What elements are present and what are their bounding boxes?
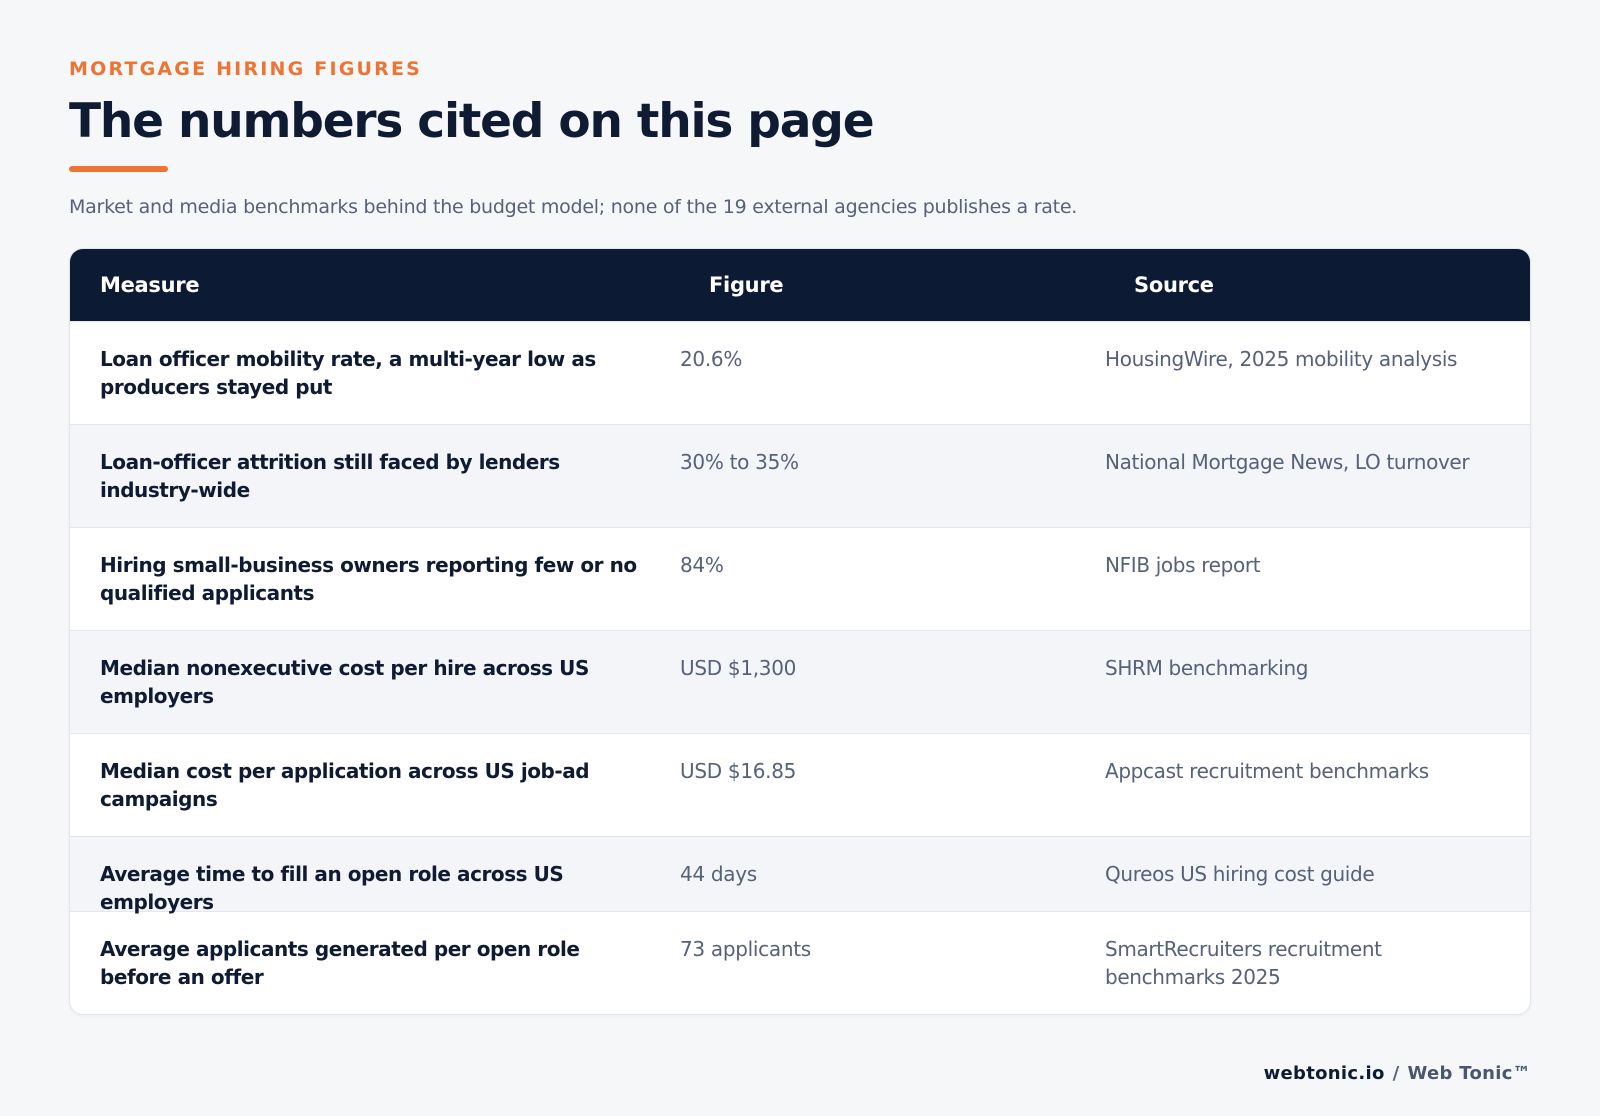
source-cell: SmartRecruiters recruitment benchmarks 2… <box>1105 937 1382 989</box>
figure-cell: USD $16.85 <box>680 759 797 783</box>
figure-cell: 84% <box>680 553 724 577</box>
source-cell: SHRM benchmarking <box>1105 656 1309 680</box>
column-header-figure: Figure <box>709 273 784 297</box>
measure-cell: Median nonexecutive cost per hire across… <box>100 656 589 708</box>
measure-cell: Median cost per application across US jo… <box>100 759 590 811</box>
column-header-source: Source <box>1134 273 1214 297</box>
source-cell: National Mortgage News, LO turnover <box>1105 450 1470 474</box>
footer-separator: / <box>1392 1063 1400 1084</box>
eyebrow-label: MORTGAGE HIRING FIGURES <box>69 58 423 80</box>
table-row: Average time to fill an open role across… <box>70 836 1530 914</box>
table-header: Measure Figure Source <box>70 249 1530 321</box>
figure-cell: 44 days <box>680 862 757 886</box>
figure-cell: 73 applicants <box>680 937 811 961</box>
page-subtitle: Market and media benchmarks behind the b… <box>69 196 1078 218</box>
title-underline <box>69 166 168 172</box>
measure-cell: Average time to fill an open role across… <box>100 862 564 914</box>
column-header-measure: Measure <box>100 273 200 297</box>
figure-cell: 20.6% <box>680 347 743 371</box>
footer-brand: Web Tonic™ <box>1407 1063 1531 1084</box>
footer-credit: webtonic.io / Web Tonic™ <box>1264 1063 1531 1084</box>
figure-cell: 30% to 35% <box>680 450 799 474</box>
table-row: Median cost per application across US jo… <box>70 733 1530 836</box>
source-cell: HousingWire, 2025 mobility analysis <box>1105 347 1458 371</box>
source-cell: Qureos US hiring cost guide <box>1105 862 1375 886</box>
table-row: Loan-officer attrition still faced by le… <box>70 424 1530 527</box>
table-row: Hiring small-business owners reporting f… <box>70 527 1530 630</box>
table-row: Loan officer mobility rate, a multi-year… <box>70 321 1530 424</box>
measure-cell: Average applicants generated per open ro… <box>100 937 580 989</box>
source-cell: NFIB jobs report <box>1105 553 1261 577</box>
measure-cell: Loan-officer attrition still faced by le… <box>100 450 560 502</box>
figure-cell: USD $1,300 <box>680 656 797 680</box>
measure-cell: Hiring small-business owners reporting f… <box>100 553 637 605</box>
table-row: Median nonexecutive cost per hire across… <box>70 630 1530 733</box>
footer-domain: webtonic.io <box>1263 1063 1385 1084</box>
measure-cell: Loan officer mobility rate, a multi-year… <box>100 347 596 399</box>
page-title: The numbers cited on this page <box>69 94 875 149</box>
source-cell: Appcast recruitment benchmarks <box>1105 759 1429 783</box>
figures-table: Measure Figure Source Loan officer mobil… <box>69 248 1531 1015</box>
table-row: Average applicants generated per open ro… <box>70 911 1530 1014</box>
